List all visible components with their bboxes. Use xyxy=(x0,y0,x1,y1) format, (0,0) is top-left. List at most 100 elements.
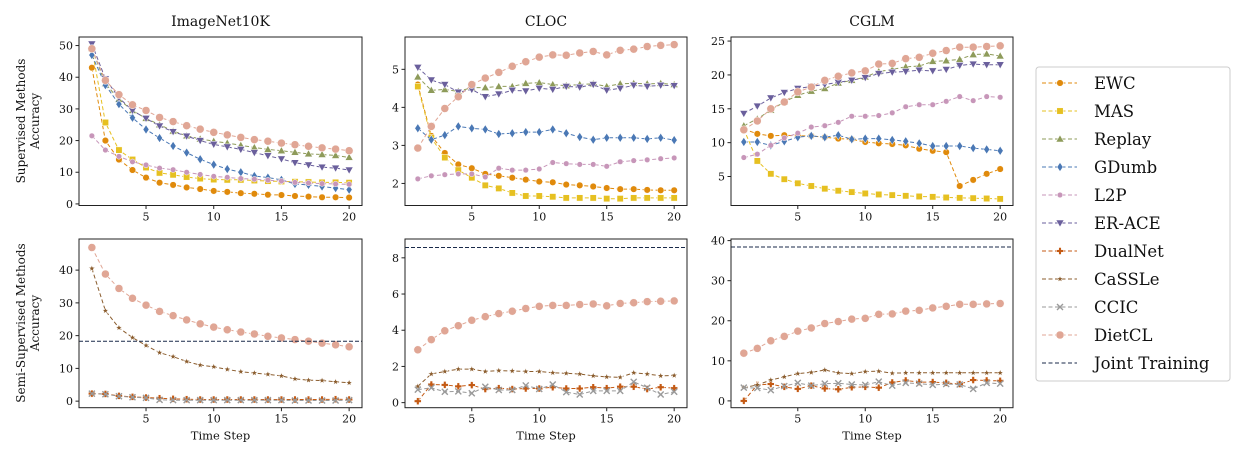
data-point-MAS xyxy=(603,195,611,203)
data-point-ER-ACE xyxy=(968,60,978,69)
data-point-CCIC xyxy=(454,387,462,395)
data-point-GDumb xyxy=(576,132,584,142)
data-point-L2P xyxy=(156,165,163,172)
x-tick-label: 20 xyxy=(342,211,356,224)
data-point-EWC xyxy=(996,165,1004,173)
plot-area xyxy=(79,239,362,408)
data-point-L2P xyxy=(468,170,475,177)
data-point-Replay xyxy=(968,50,978,58)
panel-title: CLOC xyxy=(525,14,567,30)
y-tick-label: 10 xyxy=(59,166,73,179)
axes-frame xyxy=(78,238,363,409)
data-point-DualNet xyxy=(942,379,950,387)
panel-3: 5 10 15 20 0 10 20 30 40 Time Step xyxy=(59,238,363,443)
data-point-DietCL xyxy=(642,42,652,51)
data-point-CaSSLe xyxy=(820,365,829,374)
data-point-DualNet xyxy=(575,384,584,393)
legend-label: GDumb xyxy=(1094,158,1157,177)
data-point-DietCL xyxy=(766,104,776,114)
legend-marker xyxy=(1055,330,1065,340)
data-point-CaSSLe xyxy=(874,367,883,375)
data-point-DietCL xyxy=(861,314,870,323)
data-point-DietCL xyxy=(874,59,883,69)
data-point-MAS xyxy=(115,146,123,154)
data-point-CaSSLe xyxy=(643,369,652,378)
data-point-CCIC xyxy=(305,396,313,404)
data-point-GDumb xyxy=(495,129,503,139)
data-point-DietCL xyxy=(467,80,477,89)
data-point-CaSSLe xyxy=(955,368,964,377)
data-point-DietCL xyxy=(182,315,191,325)
data-point-MAS xyxy=(508,189,516,197)
series-line-L2P xyxy=(417,157,675,180)
data-point-DietCL xyxy=(955,300,964,309)
data-point-DietCL xyxy=(968,300,978,309)
data-point-DualNet xyxy=(414,397,422,405)
x-tick-label: 15 xyxy=(274,211,288,224)
data-point-DietCL xyxy=(454,92,463,101)
data-point-ER-ACE xyxy=(494,90,504,99)
data-point-ER-ACE xyxy=(304,161,313,170)
legend-label: Replay xyxy=(1094,130,1152,149)
data-point-CCIC xyxy=(643,384,651,392)
data-point-DualNet xyxy=(821,384,829,393)
data-point-DietCL xyxy=(481,73,490,83)
data-point-DietCL xyxy=(807,323,816,333)
data-point-DietCL xyxy=(588,47,598,56)
data-point-CCIC xyxy=(834,379,842,387)
data-point-CaSSLe xyxy=(142,341,150,349)
data-point-DietCL xyxy=(941,46,951,55)
y-tick-label: 4 xyxy=(392,324,399,337)
y-tick-label: 5 xyxy=(718,171,725,184)
data-point-DietCL xyxy=(753,344,762,353)
data-point-MAS xyxy=(495,184,503,192)
data-point-DualNet xyxy=(468,381,476,389)
data-point-EWC xyxy=(753,130,761,138)
data-point-MAS xyxy=(522,192,530,200)
data-point-EWC xyxy=(332,193,340,201)
data-point-EWC xyxy=(522,176,530,184)
data-point-L2P xyxy=(956,93,963,100)
data-point-CCIC xyxy=(156,396,164,404)
data-point-ER-ACE xyxy=(752,102,762,111)
data-point-ER-ACE xyxy=(426,76,436,85)
data-point-CaSSLe xyxy=(440,367,449,375)
data-point-CaSSLe xyxy=(766,375,775,384)
data-point-L2P xyxy=(740,154,747,161)
plot-marks xyxy=(79,243,362,404)
data-point-L2P xyxy=(862,113,869,120)
data-point-L2P xyxy=(455,170,462,177)
legend-label: DualNet xyxy=(1094,242,1164,261)
data-point-ER-ACE xyxy=(317,163,327,172)
data-point-MAS xyxy=(643,194,651,202)
data-point-EWC xyxy=(508,174,516,182)
data-point-DietCL xyxy=(114,284,124,293)
data-point-CCIC xyxy=(508,386,516,394)
data-point-L2P xyxy=(210,173,217,180)
x-tick-label: 20 xyxy=(667,211,681,224)
data-point-GDumb xyxy=(562,128,570,139)
data-point-GDumb xyxy=(861,133,869,144)
data-point-CaSSLe xyxy=(942,368,951,377)
y-tick-label: 30 xyxy=(711,275,725,288)
data-point-Replay xyxy=(304,149,313,158)
data-point-DietCL xyxy=(223,325,232,334)
data-point-CaSSLe xyxy=(223,365,232,373)
data-point-EWC xyxy=(128,166,137,174)
data-point-ER-ACE xyxy=(588,81,598,90)
data-point-EWC xyxy=(589,182,597,191)
legend-label: DietCL xyxy=(1094,326,1153,345)
data-point-CCIC xyxy=(942,380,950,388)
data-point-DietCL xyxy=(141,300,151,310)
data-point-CCIC xyxy=(223,396,231,404)
data-point-CaSSLe xyxy=(847,369,856,377)
data-point-EWC xyxy=(576,181,584,189)
data-point-EWC xyxy=(562,181,570,189)
x-tick-label: 10 xyxy=(532,413,546,426)
data-point-DietCL xyxy=(508,306,517,316)
data-point-GDumb xyxy=(848,134,856,145)
data-point-L2P xyxy=(183,169,190,176)
y-tick-label: 20 xyxy=(711,315,725,328)
data-point-CCIC xyxy=(318,396,326,404)
data-point-GDumb xyxy=(670,135,678,146)
